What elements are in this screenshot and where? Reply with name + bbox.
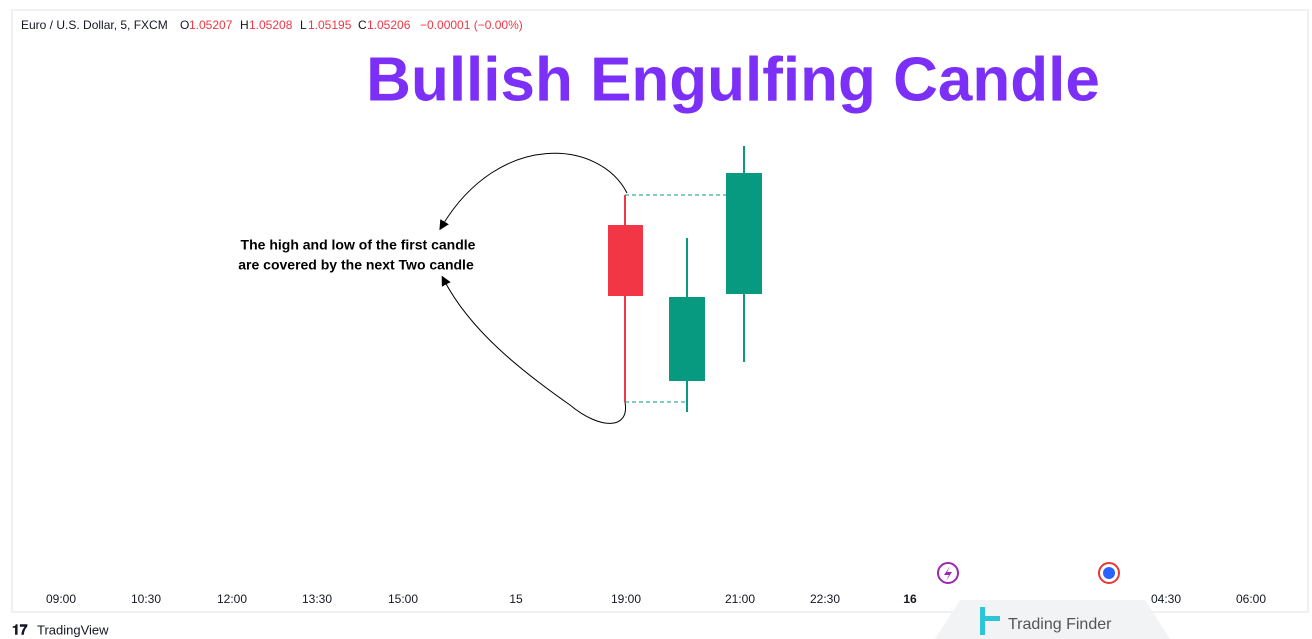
change: −0.00001 (−0.00%)	[420, 18, 523, 32]
x-tick-label: 10:30	[131, 592, 161, 606]
x-tick-label: 09:00	[46, 592, 76, 606]
open-value: 1.05207	[189, 18, 233, 32]
open-label: O	[180, 18, 189, 32]
event-icon-glyph	[1103, 567, 1115, 579]
chart-frame	[11, 9, 1309, 613]
close-label: C	[358, 18, 367, 32]
watermark-bg	[935, 600, 1170, 639]
event-icon-glyph	[944, 566, 952, 581]
annotation-line: The high and low of the first candle	[241, 237, 476, 253]
symbol: Euro / U.S. Dollar, 5, FXCM	[21, 18, 168, 32]
x-tick-label: 16	[903, 592, 917, 606]
candle-body	[608, 225, 643, 296]
x-tick-label: 15:00	[388, 592, 418, 606]
x-tick-label: 04:30	[1151, 592, 1181, 606]
arrow	[439, 152, 628, 231]
low-label: L	[300, 18, 307, 32]
high-label: H	[240, 18, 249, 32]
watermark: Trading Finder	[1008, 616, 1112, 633]
annotation-line: are covered by the next Two candle	[238, 257, 474, 273]
watermark-logo	[985, 616, 1000, 621]
arrow	[441, 275, 626, 424]
x-tick-label: 19:00	[611, 592, 641, 606]
watermark-logo	[980, 607, 985, 635]
high-value: 1.05208	[249, 18, 293, 32]
x-tick-label: 15	[509, 592, 523, 606]
close-value: 1.05206	[367, 18, 411, 32]
title: Bullish Engulfing Candle	[366, 45, 1100, 114]
brand: TradingView	[37, 622, 109, 637]
candle-body	[669, 297, 705, 381]
x-tick-label: 12:00	[217, 592, 247, 606]
tv-logo: 𝟏𝟕	[12, 622, 28, 638]
x-tick-label: 13:30	[302, 592, 332, 606]
x-tick-label: 21:00	[725, 592, 755, 606]
x-tick-label: 06:00	[1236, 592, 1266, 606]
x-tick-label: 22:30	[810, 592, 840, 606]
candle-body	[726, 173, 762, 294]
low-value: 1.05195	[308, 18, 352, 32]
